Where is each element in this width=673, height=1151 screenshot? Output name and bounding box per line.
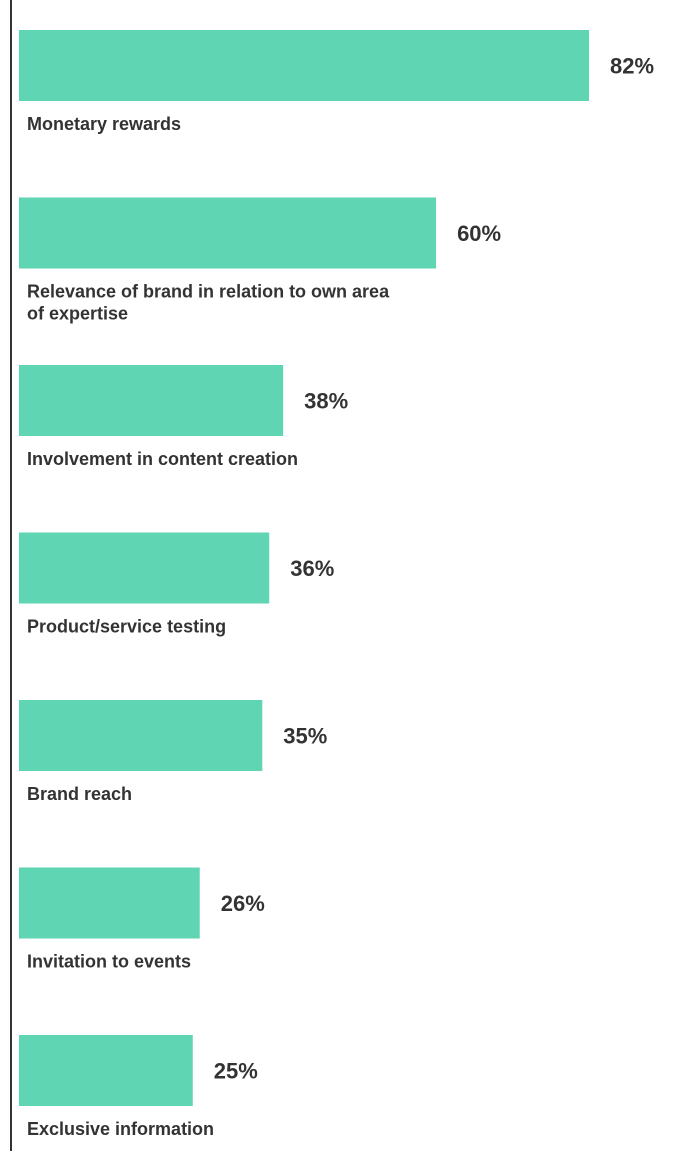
bar-6 xyxy=(19,1035,193,1106)
category-label: of expertise xyxy=(27,304,128,324)
bar-value-label: 38% xyxy=(304,389,348,414)
bar-5 xyxy=(19,867,200,939)
category-label: Invitation to events xyxy=(27,952,191,972)
category-label: Monetary rewards xyxy=(27,114,181,134)
bar-value-label: 35% xyxy=(283,724,327,749)
category-label: Brand reach xyxy=(27,784,132,804)
category-label: Relevance of brand in relation to own ar… xyxy=(27,282,390,302)
bar-value-label: 25% xyxy=(214,1059,258,1084)
bar-2 xyxy=(19,365,284,436)
bar-value-label: 36% xyxy=(290,556,334,581)
bar-group: 82% Monetary rewards 60% Relevance of brand… xyxy=(19,30,654,1139)
bar-4 xyxy=(19,700,263,771)
bar-0 xyxy=(19,30,589,101)
bar-value-label: 26% xyxy=(221,891,265,916)
category-label: Exclusive information xyxy=(27,1119,214,1139)
category-label: Product/service testing xyxy=(27,617,226,637)
bar-3 xyxy=(19,532,270,604)
category-label: Involvement in content creation xyxy=(27,449,298,469)
bar-value-label: 60% xyxy=(457,221,501,246)
bar-1 xyxy=(19,197,437,269)
bar-value-label: 82% xyxy=(610,54,654,79)
